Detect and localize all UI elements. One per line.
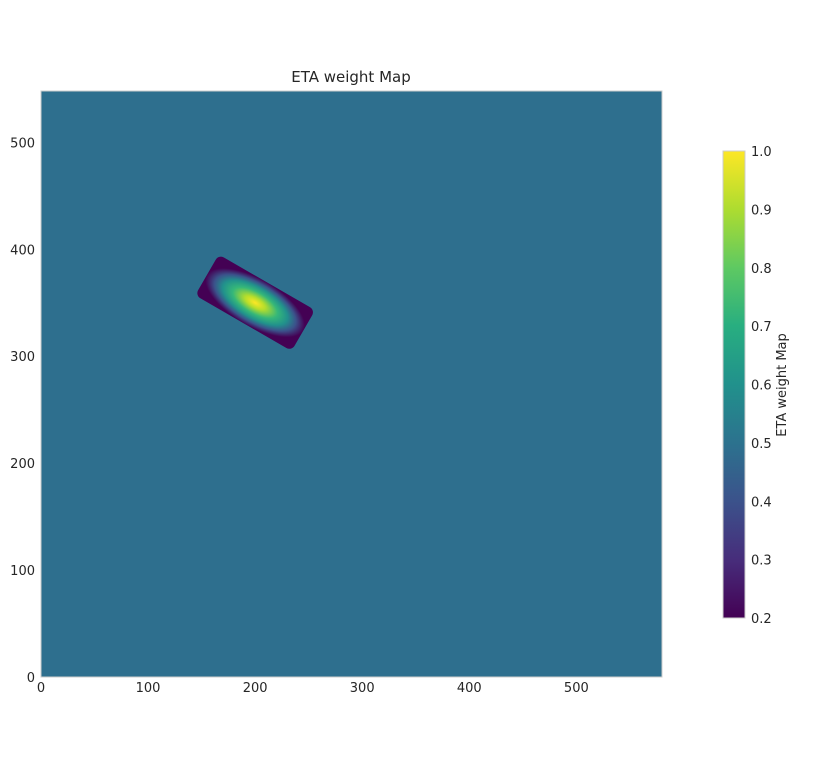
y-tick-label: 400	[10, 243, 35, 258]
plot-area	[40, 90, 663, 678]
colorbar-tick-label: 0.7	[751, 320, 772, 335]
y-tick-label: 500	[10, 136, 35, 151]
colorbar-ticks: 0.2 0.3 0.4 0.5 0.6 0.7 0.8 0.9 1.0	[751, 145, 772, 627]
x-tick-label: 500	[564, 681, 589, 696]
colorbar-tick-label: 0.9	[751, 203, 772, 218]
colorbar-tick-label: 0.6	[751, 379, 772, 394]
colorbar-tick-label: 0.3	[751, 554, 772, 569]
weight-patch	[197, 256, 313, 349]
colorbar-label: ETA weight Map	[775, 333, 790, 437]
y-tick-label: 0	[27, 671, 35, 686]
y-tick-label: 300	[10, 350, 35, 365]
patch-group	[197, 256, 313, 349]
chart-title: ETA weight Map	[291, 68, 411, 86]
patch-cell	[197, 256, 313, 349]
x-axis-ticks: 0 100 200 300 400 500	[37, 681, 589, 696]
x-tick-label: 200	[243, 681, 268, 696]
colorbar-tick-label: 0.5	[751, 437, 772, 452]
x-tick-label: 0	[37, 681, 45, 696]
y-tick-label: 100	[10, 564, 35, 579]
y-tick-label: 200	[10, 457, 35, 472]
y-axis-ticks: 0 100 200 300 400 500	[10, 136, 35, 686]
colorbar-tick-label: 0.8	[751, 262, 772, 277]
colorbar-tick-label: 0.2	[751, 612, 772, 627]
colorbar	[722, 150, 746, 619]
colorbar-tick-label: 1.0	[751, 145, 772, 160]
x-tick-label: 400	[457, 681, 482, 696]
x-tick-label: 300	[350, 681, 375, 696]
colorbar-tick-label: 0.4	[751, 495, 772, 510]
x-tick-label: 100	[136, 681, 161, 696]
